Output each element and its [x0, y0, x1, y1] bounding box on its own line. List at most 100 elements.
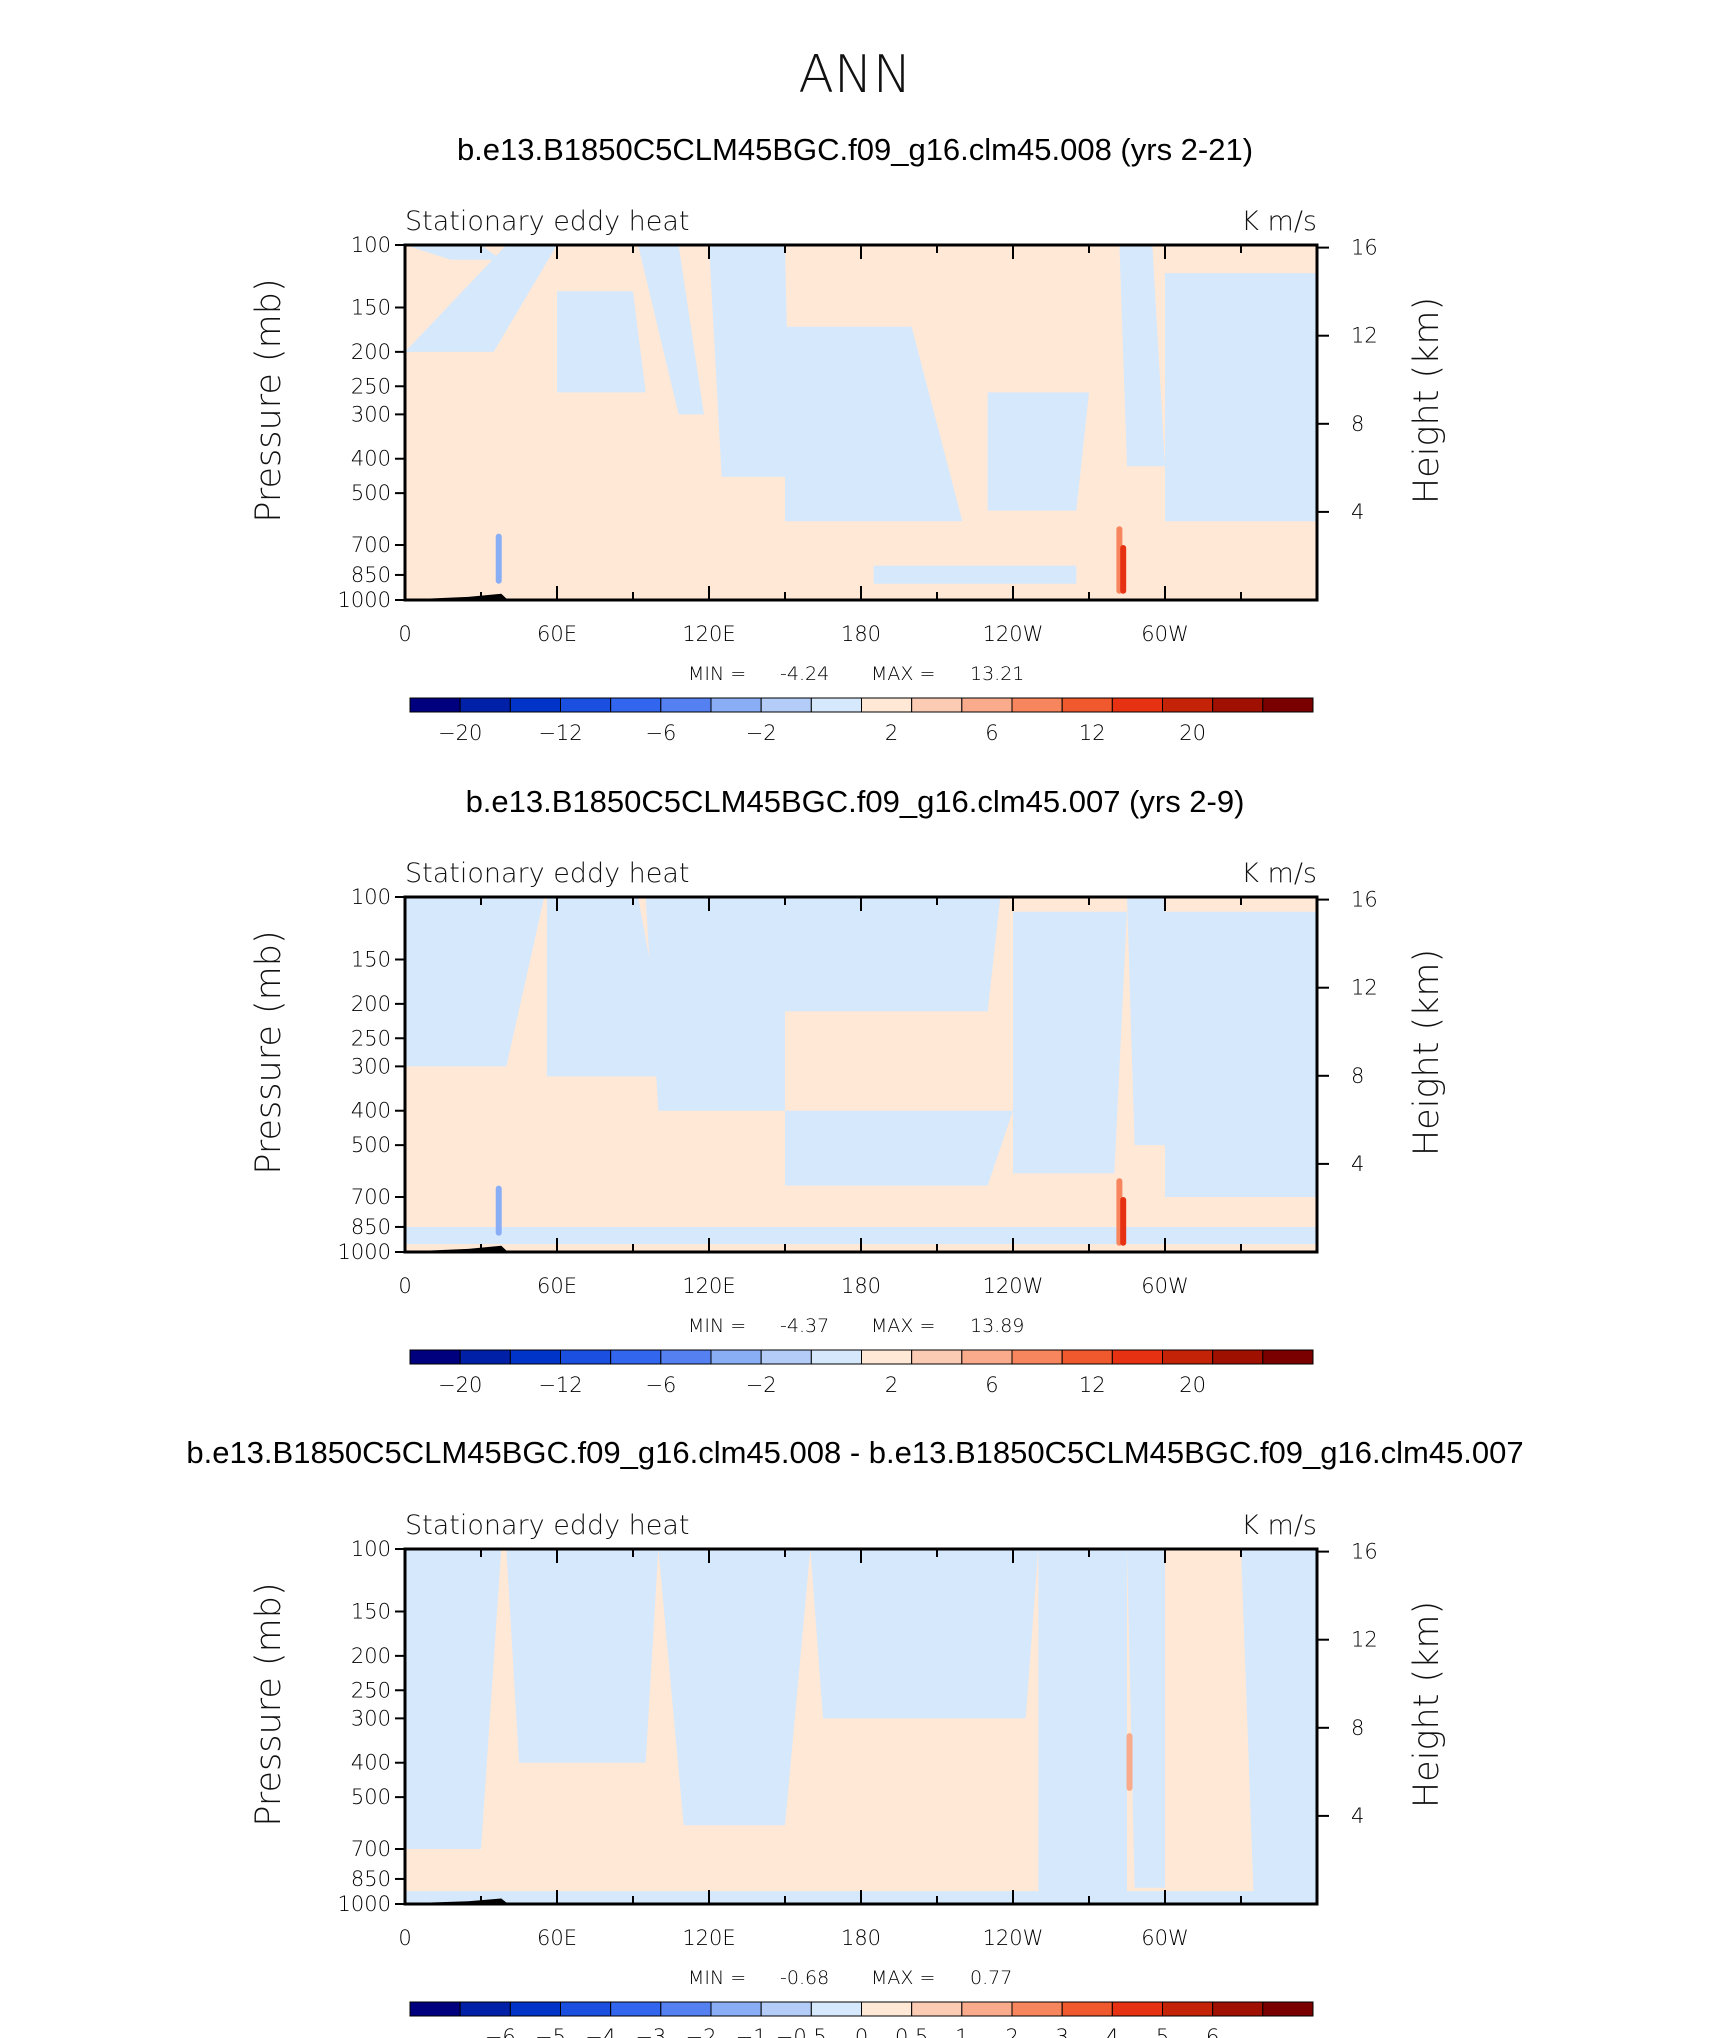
- lon-tick-label: 60E: [537, 1926, 577, 1950]
- colorbar-label: 3: [1055, 2025, 1068, 2038]
- min-value: -4.24: [780, 663, 829, 685]
- colorbar-label: 6: [985, 1373, 998, 1397]
- lon-tick-label: 60W: [1141, 1926, 1189, 1950]
- colorbar-swatch: [459, 1349, 511, 1365]
- pressure-tick-label: 700: [351, 533, 391, 557]
- panel-title: b.e13.B1850C5CLM45BGC.f09_g16.clm45.008 …: [186, 1435, 1523, 1470]
- extreme-spike: [1120, 545, 1127, 594]
- figure-title: ANN: [798, 45, 911, 105]
- pressure-tick-label: 850: [351, 563, 391, 587]
- colorbar-swatch: [1212, 1349, 1264, 1365]
- colorbar-label: 5: [1156, 2025, 1169, 2038]
- pressure-tick-label: 300: [351, 1706, 391, 1730]
- negative-region: [1119, 245, 1165, 467]
- height-tick-label: 12: [1351, 1628, 1378, 1652]
- colorbar-label: 2: [885, 721, 898, 745]
- colorbar-label: 2: [1005, 2025, 1018, 2038]
- colorbar-swatch: [1011, 2001, 1063, 2017]
- colorbar-swatch: [1162, 1349, 1214, 1365]
- max-value: 13.21: [970, 663, 1024, 685]
- colorbar-label: 2: [885, 1373, 898, 1397]
- min-value: -4.37: [780, 1315, 829, 1337]
- max-value: 13.89: [970, 1315, 1024, 1337]
- negative-region: [405, 1226, 1317, 1245]
- pressure-tick-label: 200: [351, 340, 391, 364]
- height-tick-label: 8: [1351, 1064, 1364, 1088]
- negative-region: [709, 245, 791, 477]
- lon-tick-label: 120E: [682, 1274, 735, 1298]
- colorbar-swatch: [1262, 2001, 1314, 2017]
- colorbar-swatch: [760, 1349, 812, 1365]
- colorbar-swatch: [911, 1349, 963, 1365]
- colorbar-label: −2: [746, 1373, 777, 1397]
- colorbar-swatch: [1061, 1349, 1113, 1365]
- height-tick-label: 4: [1351, 1804, 1364, 1828]
- negative-region: [638, 245, 704, 415]
- lon-tick-label: 180: [841, 622, 881, 646]
- pressure-tick-label: 1000: [338, 1240, 391, 1264]
- lon-tick-label: 60E: [537, 1274, 577, 1298]
- colorbar-swatch: [560, 2001, 612, 2017]
- colorbar-label: −1: [736, 2025, 767, 2038]
- panel-title: b.e13.B1850C5CLM45BGC.f09_g16.clm45.008 …: [457, 132, 1253, 167]
- pressure-tick-label: 150: [351, 1600, 391, 1624]
- y-axis-label: Pressure (mb): [249, 1582, 289, 1826]
- extreme-spike: [1120, 1197, 1127, 1246]
- negative-region: [1127, 1549, 1165, 1888]
- negative-region: [1165, 273, 1317, 522]
- pressure-tick-label: 200: [351, 1644, 391, 1668]
- colorbar-label: −6: [645, 721, 676, 745]
- lon-tick-label: 120W: [983, 622, 1044, 646]
- colorbar-label: −12: [538, 721, 582, 745]
- pressure-tick-label: 400: [351, 447, 391, 471]
- negative-region: [1127, 897, 1165, 1146]
- colorbar-swatch: [1212, 2001, 1264, 2017]
- lon-tick-label: 0: [398, 1274, 411, 1298]
- variable-label: Stationary eddy heat: [405, 858, 690, 889]
- colorbar-label: −20: [438, 1373, 482, 1397]
- colorbar-swatch: [1061, 2001, 1113, 2017]
- colorbar-swatch: [760, 2001, 812, 2017]
- colorbar-swatch: [861, 1349, 913, 1365]
- negative-region: [873, 565, 1077, 584]
- colorbar-swatch: [660, 697, 712, 713]
- panel-1: b.e13.B1850C5CLM45BGC.f09_g16.clm45.008 …: [249, 132, 1447, 745]
- negative-region: [1165, 911, 1317, 1198]
- colorbar-label: −2: [746, 721, 777, 745]
- colorbar-swatch: [509, 2001, 562, 2017]
- extreme-spike: [495, 1185, 502, 1236]
- colorbar-label: 6: [985, 721, 998, 745]
- pressure-tick-label: 850: [351, 1215, 391, 1239]
- negative-region: [645, 897, 785, 1111]
- height-tick-label: 16: [1351, 236, 1378, 260]
- colorbar-swatch: [760, 697, 812, 713]
- units-label: K m/s: [1241, 858, 1317, 889]
- colorbar-label: 12: [1079, 1373, 1106, 1397]
- colorbar-swatch: [1011, 1349, 1063, 1365]
- colorbar-label: 20: [1179, 721, 1206, 745]
- colorbar-swatch: [1162, 697, 1214, 713]
- y2-axis-label: Height (km): [1407, 297, 1447, 504]
- negative-region: [785, 1110, 1013, 1186]
- pressure-tick-label: 300: [351, 402, 391, 426]
- colorbar-swatch: [409, 1349, 461, 1365]
- negative-region: [405, 1549, 502, 1850]
- lon-tick-label: 60W: [1141, 622, 1189, 646]
- colorbar-label: −5: [535, 2025, 566, 2038]
- pressure-tick-label: 100: [351, 233, 391, 257]
- colorbar-swatch: [660, 2001, 712, 2017]
- lon-tick-label: 180: [841, 1274, 881, 1298]
- colorbar-swatch: [1262, 697, 1314, 713]
- extreme-spike: [1126, 1733, 1133, 1791]
- colorbar-swatch: [1111, 2001, 1164, 2017]
- colorbar-swatch: [560, 697, 612, 713]
- negative-region: [785, 897, 1001, 1012]
- colorbar-swatch: [459, 2001, 511, 2017]
- colorbar-swatch: [911, 2001, 963, 2017]
- colorbar-label: 0: [855, 2025, 868, 2038]
- colorbar-label: −3: [635, 2025, 666, 2038]
- pressure-tick-label: 700: [351, 1185, 391, 1209]
- colorbar-swatch: [1262, 1349, 1314, 1365]
- colorbar-label: −4: [585, 2025, 616, 2038]
